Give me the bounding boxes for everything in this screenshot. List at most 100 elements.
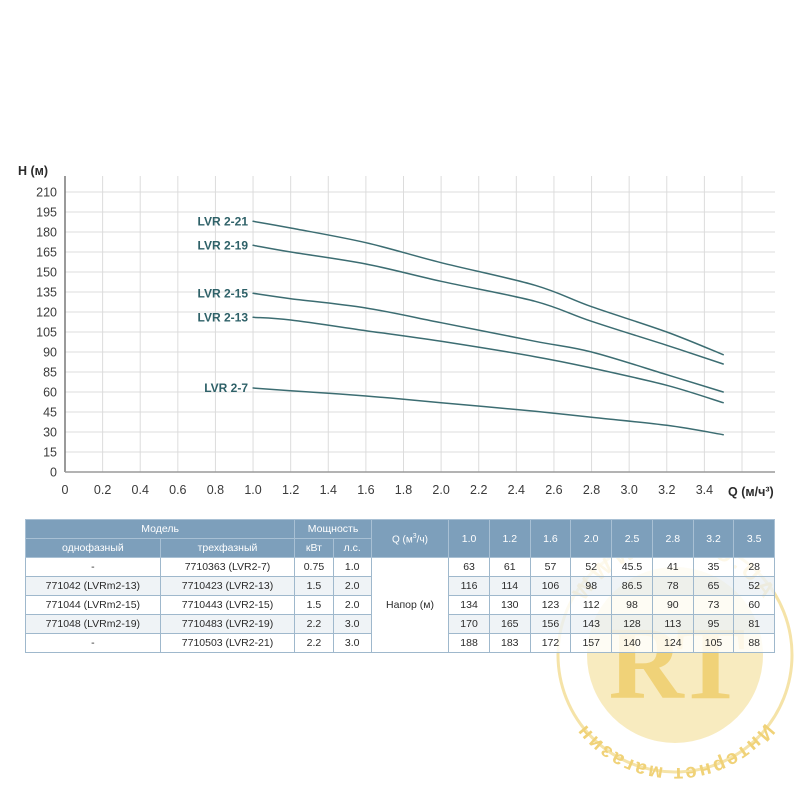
- y-tick-label: 105: [36, 326, 57, 340]
- y-tick-label: 60: [43, 386, 57, 400]
- x-tick-label: 1.0: [244, 483, 261, 497]
- cell-power-kw: 1.5: [294, 576, 334, 596]
- cell-single-phase: -: [25, 633, 161, 653]
- chart-grid: [64, 176, 775, 473]
- x-tick-label: 2.0: [432, 483, 449, 497]
- curve-lvr-2-21: [252, 220, 724, 356]
- cell-head-value: 116: [448, 576, 490, 596]
- x-tick-label: 1.6: [357, 483, 374, 497]
- y-tick-label: 135: [36, 286, 57, 300]
- header-q-4: 2.0: [570, 519, 613, 558]
- x-axis-title: Q (м/ч³): [728, 485, 774, 499]
- y-axis-title: H (м): [18, 164, 48, 178]
- cell-power-hp: 3.0: [332, 633, 372, 653]
- x-tick-label: 0.8: [207, 483, 224, 497]
- header-q-1: 1.0: [448, 519, 490, 558]
- y-tick-label: 0: [50, 466, 57, 480]
- cell-head-value: 41: [651, 557, 694, 577]
- cell-head-value: 170: [448, 614, 490, 634]
- cell-power-hp: 2.0: [332, 595, 372, 615]
- x-tick-label: 3.4: [696, 483, 713, 497]
- x-tick-label: 0.4: [132, 483, 149, 497]
- cell-head-value: 143: [570, 614, 613, 634]
- cell-head-value: 98: [611, 595, 653, 615]
- cell-single-phase: -: [25, 557, 161, 577]
- y-tick-label: 30: [43, 426, 57, 440]
- cell-power-kw: 0.75: [294, 557, 334, 577]
- curve-lvr-2-7: [252, 387, 724, 436]
- cell-head-value: 78: [651, 576, 694, 596]
- x-tick-label: 1.2: [282, 483, 299, 497]
- specification-table: Модель Мощность Q (м3/ч) 1.0 1.2 1.6 2.0…: [24, 519, 775, 653]
- cell-three-phase: 7710423 (LVR2-13): [159, 576, 296, 596]
- header-q-3: 1.6: [529, 519, 572, 558]
- cell-head-value: 106: [529, 576, 572, 596]
- chart-axes: [64, 176, 775, 473]
- cell-head-value: 81: [733, 614, 775, 634]
- y-tick-label: 15: [43, 446, 57, 460]
- cell-head-value: 28: [733, 557, 775, 577]
- header-q-6: 2.8: [651, 519, 694, 558]
- cell-head-value: 112: [570, 595, 613, 615]
- cell-head-value: 52: [733, 576, 775, 596]
- x-tick-label: 0: [62, 483, 69, 497]
- y-tick-label: 90: [43, 346, 57, 360]
- header-q-2: 1.2: [488, 519, 531, 558]
- header-power-hp: л.с.: [332, 538, 372, 558]
- curve-label-lvr-2-7: LVR 2-7: [204, 381, 248, 395]
- y-tick-label: 120: [36, 306, 57, 320]
- cell-head-value: 130: [488, 595, 531, 615]
- curve-lvr-2-19: [252, 244, 724, 365]
- header-q-label: Q (м3/ч): [370, 519, 450, 558]
- cell-three-phase: 7710363 (LVR2-7): [159, 557, 296, 577]
- y-tick-label: 45: [43, 406, 57, 420]
- watermark-bottom-text: Интернет магазин: [571, 720, 778, 786]
- y-tick-label: 195: [36, 206, 57, 220]
- header-q-7: 3.2: [692, 519, 735, 558]
- x-tick-label: 2.8: [583, 483, 600, 497]
- cell-head-value: 183: [488, 633, 531, 653]
- header-model-group: Модель: [24, 519, 296, 539]
- cell-head-value: 52: [570, 557, 613, 577]
- cell-power-kw: 1.5: [294, 595, 334, 615]
- cell-three-phase: 7710503 (LVR2-21): [159, 633, 296, 653]
- curve-label-lvr-2-13: LVR 2-13: [198, 310, 249, 324]
- cell-head-value: 114: [488, 576, 531, 596]
- cell-three-phase: 7710483 (LVR2-19): [159, 614, 296, 634]
- cell-head-value: 157: [570, 633, 613, 653]
- cell-head-value: 95: [692, 614, 735, 634]
- x-tick-label: 3.0: [620, 483, 637, 497]
- cell-power-hp: 3.0: [332, 614, 372, 634]
- chart-curves: [252, 220, 724, 436]
- cell-power-kw: 2.2: [294, 633, 334, 653]
- cell-power-kw: 2.2: [294, 614, 334, 634]
- y-axis-tick-labels: 0 15 30 45 60 85 90 105 120 135 150 165 180 195 210: [36, 186, 57, 480]
- x-tick-label: 2.6: [545, 483, 562, 497]
- x-tick-label: 2.2: [470, 483, 487, 497]
- curve-label-lvr-2-15: LVR 2-15: [198, 286, 249, 300]
- cell-head-value: 60: [733, 595, 775, 615]
- x-tick-label: 1.8: [395, 483, 412, 497]
- cell-head-value: 88: [733, 633, 775, 653]
- y-tick-label: 150: [36, 266, 57, 280]
- y-tick-label: 180: [36, 226, 57, 240]
- x-tick-label: 3.2: [658, 483, 675, 497]
- header-q-8: 3.5: [733, 519, 775, 558]
- header-power-kw: кВт: [294, 538, 334, 558]
- curve-lvr-2-13: [252, 316, 724, 404]
- cell-head-value: 63: [448, 557, 490, 577]
- cell-head-value: 165: [488, 614, 531, 634]
- cell-head-value: 73: [692, 595, 735, 615]
- cell-head-value: 65: [692, 576, 735, 596]
- header-q-5: 2.5: [611, 519, 653, 558]
- cell-head-value: 188: [448, 633, 490, 653]
- cell-head-value: 90: [651, 595, 694, 615]
- cell-head-value: 140: [611, 633, 653, 653]
- y-tick-label: 85: [43, 366, 57, 380]
- cell-head-value: 98: [570, 576, 613, 596]
- cell-head-value: 105: [692, 633, 735, 653]
- y-tick-label: 210: [36, 186, 57, 200]
- cell-head-value: 45.5: [611, 557, 653, 577]
- cell-head-value: 61: [488, 557, 531, 577]
